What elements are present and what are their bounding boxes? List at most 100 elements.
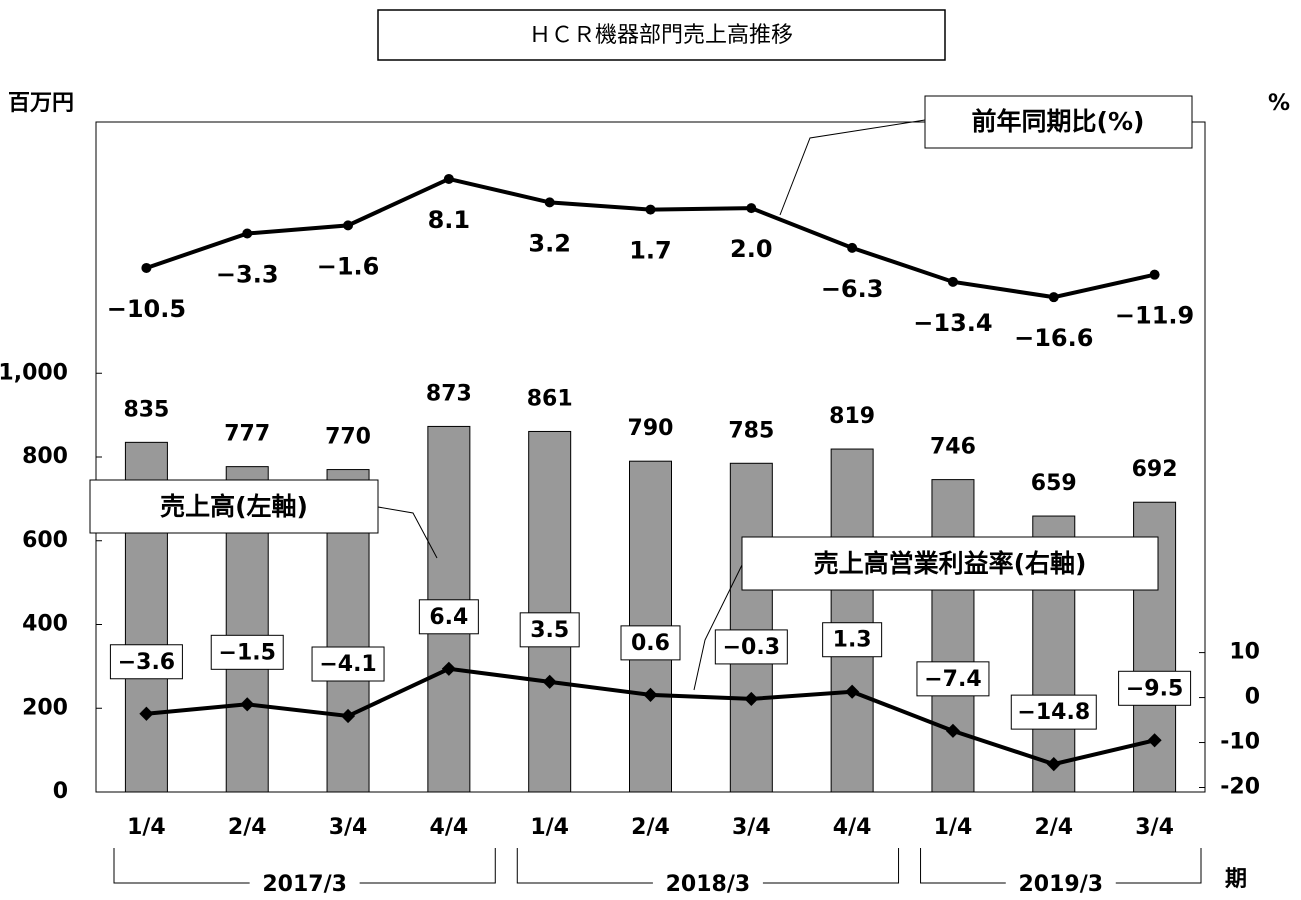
leader-line xyxy=(779,119,926,216)
value-label: −4.1 xyxy=(319,652,376,677)
y2-tick-label: -20 xyxy=(1220,775,1260,800)
callout-label: 売上高営業利益率(右軸) xyxy=(814,549,1087,578)
bar-value-label: 770 xyxy=(325,425,371,450)
marker xyxy=(1046,757,1061,772)
marker xyxy=(343,220,354,231)
group-label-bg xyxy=(249,869,360,897)
chart-title: ＨＣＲ機器部門売上高推移 xyxy=(529,23,793,48)
marker xyxy=(645,204,656,215)
bar-value-label: 785 xyxy=(728,418,774,443)
value-label-box xyxy=(519,612,580,648)
callout-box xyxy=(741,536,1159,591)
value-label: 6.4 xyxy=(429,605,468,630)
x-tick-label: 1/4 xyxy=(530,815,569,840)
marker xyxy=(845,684,860,699)
value-label-box xyxy=(418,599,479,635)
y2-tick-label: 0 xyxy=(1245,685,1260,710)
group-label-bg xyxy=(652,869,763,897)
bar xyxy=(729,462,773,793)
x-tick-label: 1/4 xyxy=(127,815,166,840)
x-tick-label: 2/4 xyxy=(1034,815,1073,840)
callout-label: 前年同期比(%) xyxy=(972,107,1145,136)
y-tick-label: 400 xyxy=(22,612,68,637)
marker xyxy=(744,691,759,706)
y-tick-label: 200 xyxy=(22,695,68,720)
bar xyxy=(931,479,975,793)
value-label-box xyxy=(109,644,183,680)
bar-value-label: 819 xyxy=(829,404,875,429)
x-tick-label: 2/4 xyxy=(228,815,267,840)
value-label-box xyxy=(210,634,284,670)
y2-tick-label: -10 xyxy=(1220,730,1260,755)
value-label: 1.7 xyxy=(629,237,672,265)
bar-value-label: 692 xyxy=(1132,457,1178,482)
x-tick-label: 4/4 xyxy=(833,815,872,840)
value-label-box xyxy=(1118,670,1192,706)
value-label: −3.3 xyxy=(216,261,279,289)
y-tick-label: 800 xyxy=(22,444,68,469)
marker xyxy=(242,228,253,239)
value-label: 8.1 xyxy=(428,206,471,234)
value-label-box xyxy=(822,622,883,658)
group-label: 2019/3 xyxy=(1018,872,1103,897)
marker xyxy=(441,661,456,676)
bar-value-label: 790 xyxy=(628,416,674,441)
value-label-box xyxy=(1010,694,1097,730)
marker xyxy=(139,706,154,721)
y-tick-label: 1,000 xyxy=(0,360,68,385)
marker xyxy=(1149,269,1160,280)
title-box xyxy=(377,9,946,61)
value-label: −1.5 xyxy=(219,640,276,665)
value-label: −16.6 xyxy=(1014,324,1093,352)
value-label: −7.4 xyxy=(924,667,981,692)
marker xyxy=(746,203,757,214)
y-tick-label: 0 xyxy=(53,779,68,804)
group-label: 2018/3 xyxy=(666,872,751,897)
group-label-bg xyxy=(1005,869,1116,897)
callout-box xyxy=(924,95,1193,149)
value-label-box xyxy=(916,661,990,697)
value-label: −11.9 xyxy=(1115,302,1194,330)
marker xyxy=(643,687,658,702)
value-label: −0.3 xyxy=(723,635,780,660)
marker xyxy=(1147,733,1162,748)
value-label: −1.6 xyxy=(317,252,380,280)
value-label-box xyxy=(714,629,788,665)
x-tick-label: 3/4 xyxy=(732,815,771,840)
x-tick-label: 2/4 xyxy=(631,815,670,840)
y-tick-label: 600 xyxy=(22,528,68,553)
bar xyxy=(528,430,572,793)
x-tick-label: 4/4 xyxy=(430,815,469,840)
value-label-box xyxy=(620,625,681,661)
bar-value-label: 861 xyxy=(527,386,573,411)
plot: 0 200 400 600 800 1,000 -20 -10 0 10 1/4 2/4 3/4 4/4 1… xyxy=(0,121,1260,897)
bar-value-label: 777 xyxy=(224,422,270,447)
marker xyxy=(340,708,356,724)
x-tick-label: 3/4 xyxy=(1135,815,1174,840)
bar xyxy=(830,448,874,793)
bar-value-label: 746 xyxy=(930,435,976,460)
value-label: 3.2 xyxy=(528,229,571,257)
leader-line xyxy=(377,506,438,559)
marker xyxy=(1048,292,1059,303)
callout-box xyxy=(89,479,379,534)
x-tick-label: 3/4 xyxy=(329,815,368,840)
marker xyxy=(542,674,557,689)
marker xyxy=(240,697,255,712)
marker xyxy=(443,173,454,184)
callout-label: 売上高(左軸) xyxy=(160,492,308,521)
marker xyxy=(945,723,961,738)
marker xyxy=(141,262,152,273)
marker xyxy=(947,276,958,287)
value-label: 2.0 xyxy=(730,235,773,263)
value-label: −13.4 xyxy=(913,309,992,337)
bar-value-label: 835 xyxy=(123,397,169,422)
value-label-box xyxy=(311,646,385,682)
y2-tick-label: 10 xyxy=(1229,640,1260,665)
value-label: 3.5 xyxy=(530,618,569,643)
value-label: 1.3 xyxy=(833,628,872,653)
marker xyxy=(847,242,858,253)
bar-value-label: 873 xyxy=(426,381,472,406)
value-label: −9.5 xyxy=(1126,676,1183,701)
